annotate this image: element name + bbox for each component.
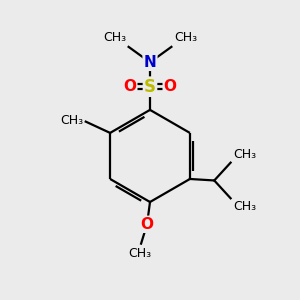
- Text: N: N: [144, 55, 156, 70]
- Text: CH₃: CH₃: [233, 148, 256, 161]
- Text: CH₃: CH₃: [128, 247, 151, 260]
- Text: O: O: [140, 217, 154, 232]
- Text: S: S: [144, 78, 156, 96]
- Text: O: O: [164, 79, 177, 94]
- Text: O: O: [123, 79, 136, 94]
- Text: CH₃: CH₃: [174, 32, 197, 44]
- Text: CH₃: CH₃: [103, 32, 126, 44]
- Text: CH₃: CH₃: [60, 114, 83, 127]
- Text: CH₃: CH₃: [233, 200, 256, 213]
